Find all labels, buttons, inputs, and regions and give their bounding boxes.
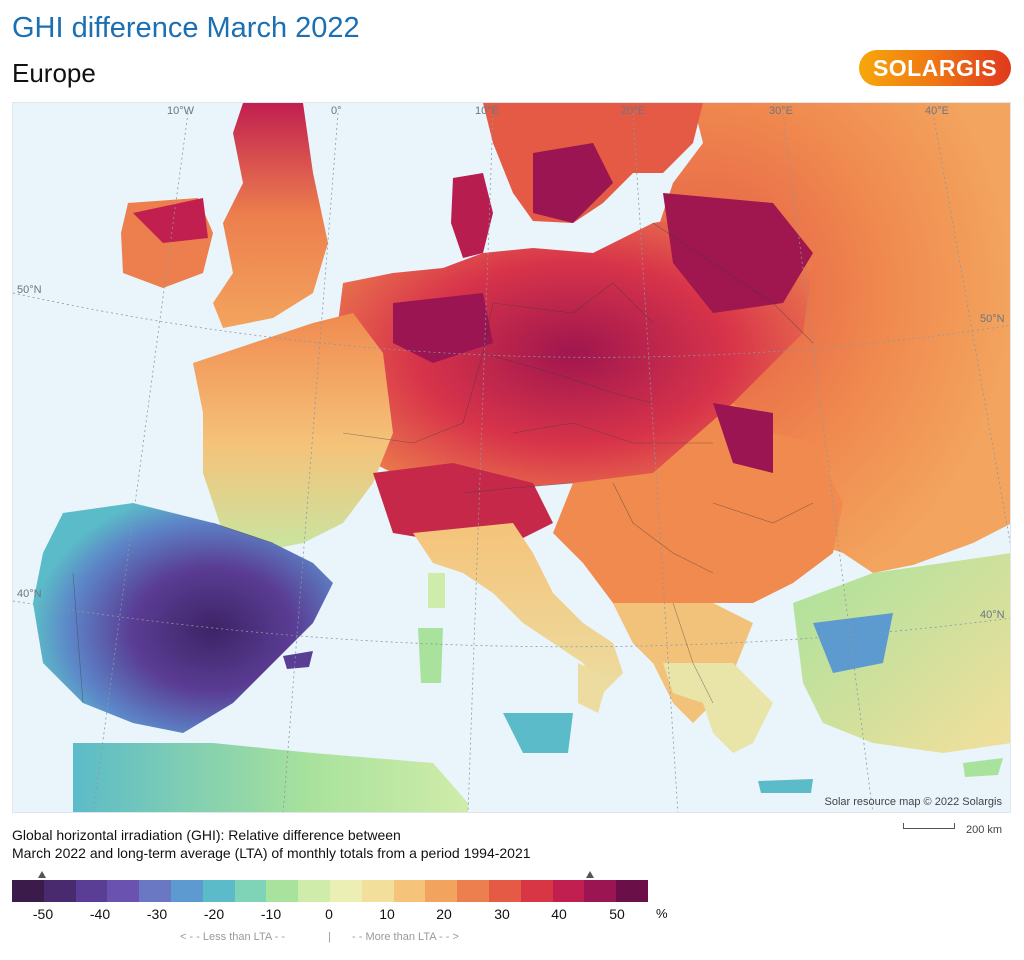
legend-color-swatch xyxy=(425,880,458,902)
solargis-logo: SOLARGIS xyxy=(859,50,1011,86)
legend-color-swatch xyxy=(329,880,362,902)
legend-color-swatch xyxy=(75,880,108,902)
legend-color-swatch xyxy=(170,880,203,902)
legend-color-swatch xyxy=(552,880,585,902)
legend-tick: -50 xyxy=(32,906,54,922)
legend-tick: 30 xyxy=(494,906,510,922)
lon-label-10w: 10°W xyxy=(167,105,195,117)
legend-tick: -20 xyxy=(203,906,225,922)
legend-color-swatch xyxy=(202,880,235,902)
legend-tick: -10 xyxy=(260,906,282,922)
legend-color-swatch xyxy=(393,880,426,902)
legend-tick: 0 xyxy=(325,906,333,922)
more-than-lta-label: - - More than LTA - - > xyxy=(352,931,459,943)
legend-unit: % xyxy=(656,906,668,921)
legend-color-swatch xyxy=(298,880,330,902)
map-canvas[interactable]: 10°W 0° 10°E 20°E 30°E 40°E 50°N 50°N 40… xyxy=(12,102,1011,813)
legend-tick: -40 xyxy=(89,906,111,922)
legend-color-swatch xyxy=(266,880,299,902)
legend-tick: 10 xyxy=(379,906,395,922)
lon-label-40e: 40°E xyxy=(925,105,949,117)
legend-color-swatch xyxy=(520,880,553,902)
legend-color-swatch xyxy=(488,880,521,902)
lon-label-30e: 30°E xyxy=(769,105,793,117)
legend-color-swatch xyxy=(43,880,76,902)
lat-label-50n-right: 50°N xyxy=(980,313,1005,325)
legend-color-swatch xyxy=(12,880,44,902)
legend-description: Global horizontal irradiation (GHI): Rel… xyxy=(12,826,531,862)
lon-label-20e: 20°E xyxy=(621,105,645,117)
legend-color-swatch xyxy=(457,880,489,902)
legend-tick: -30 xyxy=(146,906,168,922)
lat-label-40n-left: 40°N xyxy=(17,588,42,600)
lat-label-50n-left: 50°N xyxy=(17,284,42,296)
legend-tick: 40 xyxy=(551,906,567,922)
legend-color-swatch xyxy=(584,880,617,902)
legend-max-marker-icon xyxy=(586,871,594,878)
lon-label-0: 0° xyxy=(331,105,342,117)
map-title: GHI difference March 2022 xyxy=(12,12,360,44)
description-line-2: March 2022 and long-term average (LTA) o… xyxy=(12,845,531,861)
legend-tick: 20 xyxy=(436,906,452,922)
legend-min-marker-icon xyxy=(38,871,46,878)
legend-color-swatch xyxy=(616,880,648,902)
color-legend xyxy=(12,880,648,902)
legend-tick: 50 xyxy=(609,906,625,922)
lat-label-40n-right: 40°N xyxy=(980,609,1005,621)
scale-bar xyxy=(903,823,955,829)
lon-label-10e: 10°E xyxy=(475,105,499,117)
map-graphic xyxy=(13,103,1010,812)
description-line-1: Global horizontal irradiation (GHI): Rel… xyxy=(12,827,401,843)
legend-color-swatch xyxy=(361,880,394,902)
legend-color-swatch xyxy=(234,880,267,902)
lta-separator: | xyxy=(328,931,331,943)
less-than-lta-label: < - - Less than LTA - - xyxy=(180,931,286,943)
map-credit: Solar resource map © 2022 Solargis xyxy=(824,796,1002,808)
map-subtitle: Europe xyxy=(12,58,96,88)
legend-color-swatch xyxy=(139,880,171,902)
legend-color-swatch xyxy=(107,880,140,902)
scale-label: 200 km xyxy=(966,824,1003,836)
